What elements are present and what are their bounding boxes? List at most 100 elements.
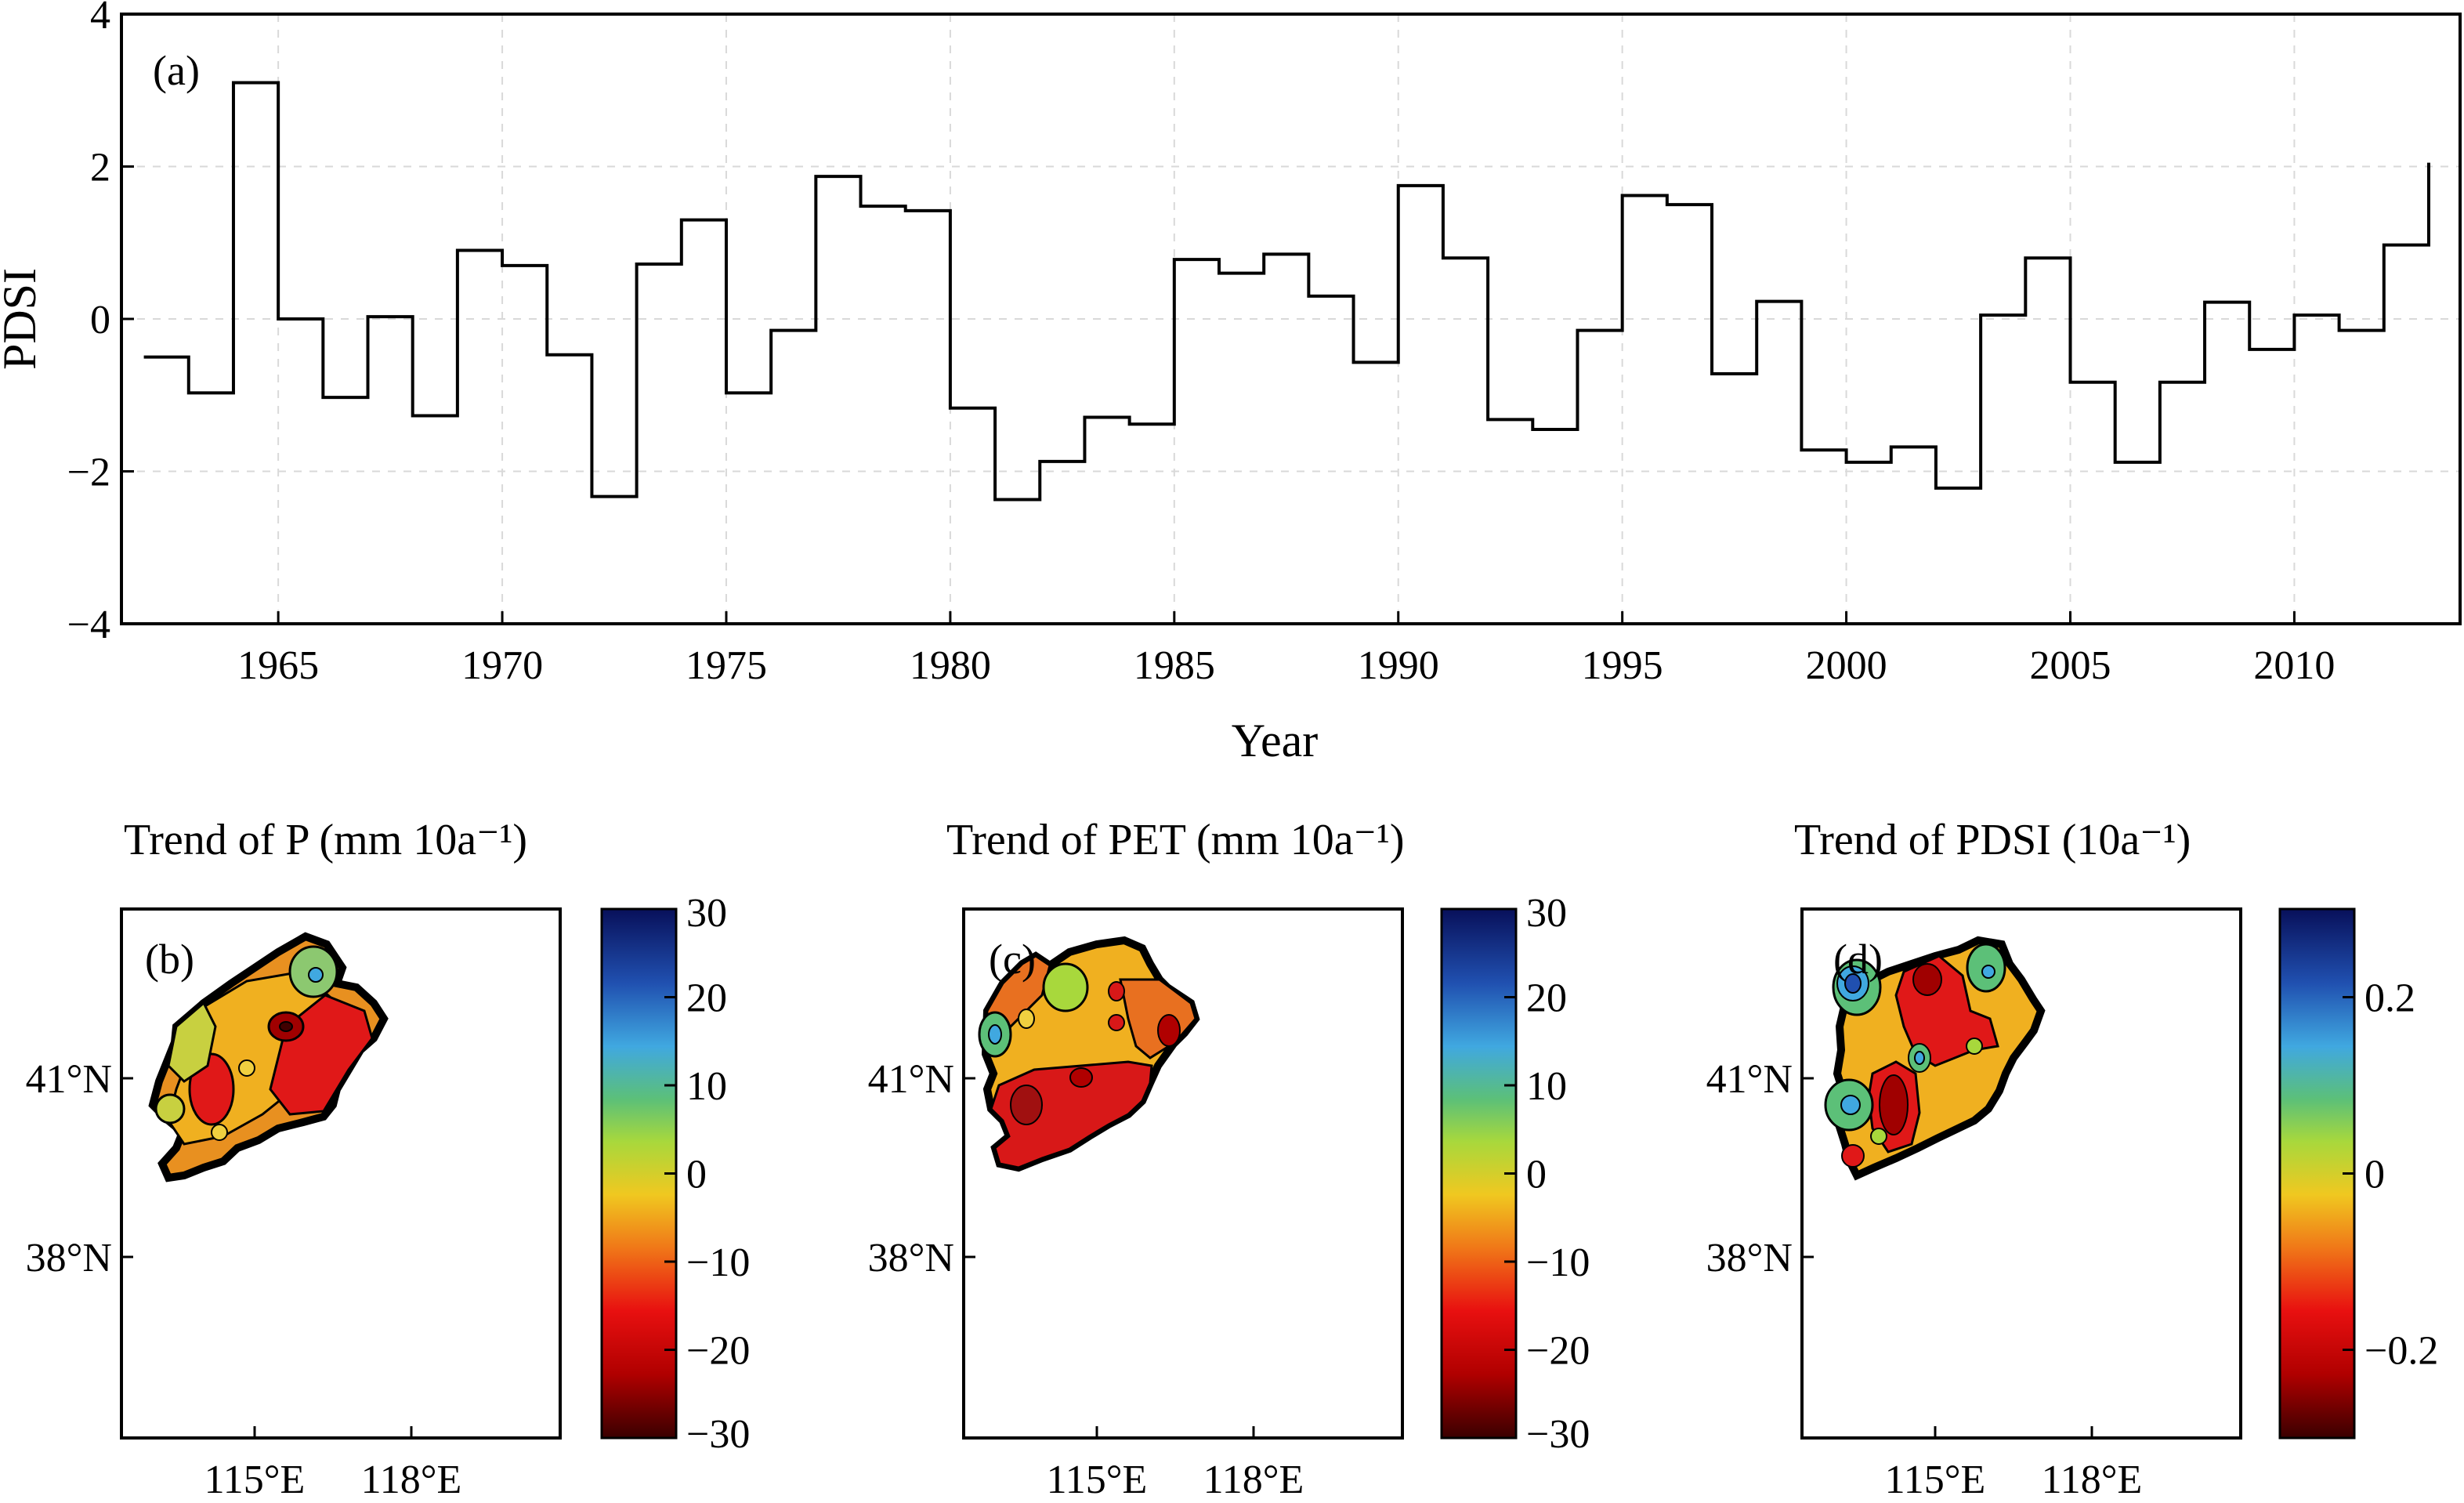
pdsi-trend-map-panel: Trend of PDSI (10a⁻¹) (d) 115°E 118°E 41°… <box>1706 816 2439 1502</box>
map-d-lat-ticks: 41°N 38°N <box>1706 1057 1814 1280</box>
map-b-contour-small <box>238 1059 255 1077</box>
pdsi-x-tick-label: 1985 <box>1134 643 1215 688</box>
colorbar-d <box>2278 907 2356 1440</box>
map-lon-tick-label: 115°E <box>204 1458 306 1499</box>
map-d-contour-north-dark <box>1912 963 1942 996</box>
map-b-contour-core-inner <box>279 1021 293 1032</box>
pet-trend-map-panel: Trend of PET (mm 10a⁻¹) (c) 115°E 118°E 4… <box>868 816 1590 1502</box>
map-c-contour-center-north <box>1042 962 1089 1012</box>
colorbar-tick-label: 0 <box>686 1153 707 1197</box>
colorbar-tick-label: 0 <box>1526 1153 1547 1197</box>
map-b-contour-small-south <box>211 1124 228 1141</box>
colorbar-tick-label: 20 <box>1526 976 1567 1021</box>
map-c-field <box>978 940 1196 1168</box>
map-lat-tick-label: 41°N <box>868 1057 954 1102</box>
map-b-contour-northwest <box>167 1001 217 1083</box>
map-lat-tick-label: 38°N <box>868 1236 954 1280</box>
map-c-contour-dark-center <box>1069 1067 1093 1088</box>
map-b-contour-sw <box>154 1093 186 1125</box>
map-c-contour-west-blue <box>988 1024 1002 1045</box>
pdsi-y-tick-label: −2 <box>67 451 110 495</box>
map-lat-tick-label: 38°N <box>26 1236 112 1280</box>
colorbar-tick-label: −10 <box>686 1240 750 1285</box>
map-d-contour-center-blue <box>1914 1051 1925 1065</box>
colorbar-c <box>1440 907 1518 1440</box>
pdsi-y-ticks: −4 −2 0 2 4 <box>67 0 134 647</box>
panel-label-b: (b) <box>145 936 194 983</box>
colorbar-b-ticks: 30 20 10 0 −10 −20 −30 <box>664 891 750 1457</box>
map-b-contour-north-inner <box>308 967 324 983</box>
colorbar-tick-label: −30 <box>686 1412 750 1457</box>
map-d-contour-south-dark <box>1879 1074 1909 1135</box>
map-d-title: Trend of PDSI (10a⁻¹) <box>1794 816 2191 864</box>
pdsi-plot-frame <box>120 13 2462 625</box>
colorbar-tick-label: 0 <box>2364 1153 2385 1197</box>
map-d-contour-east-green <box>1966 1038 1983 1055</box>
precip-trend-map-panel: Trend of P (mm 10a⁻¹) (b) 115°E 118°E 41°… <box>26 816 751 1502</box>
map-b-field <box>153 936 384 1178</box>
map-d-field <box>1824 940 2041 1175</box>
pdsi-x-tick-label: 2005 <box>2030 643 2111 688</box>
map-b-lon-ticks: 115°E 118°E <box>204 1426 462 1502</box>
map-b-frame <box>120 907 562 1440</box>
map-c-contour-yellow <box>1018 1009 1035 1029</box>
map-lat-tick-label: 41°N <box>1706 1057 1793 1102</box>
map-lat-tick-label: 38°N <box>1706 1236 1793 1280</box>
map-d-contour-sw-red <box>1841 1144 1865 1168</box>
colorbar-tick-label: 30 <box>1526 891 1567 936</box>
map-d-frame <box>1800 907 2242 1440</box>
colorbar-tick-label: 0.2 <box>2364 976 2415 1021</box>
map-d-lon-ticks: 115°E 118°E <box>1885 1426 2143 1502</box>
pdsi-x-tick-label: 2010 <box>2253 643 2335 688</box>
panel-label-c: (c) <box>989 936 1036 983</box>
pdsi-step-line <box>143 81 2430 502</box>
map-lon-tick-label: 118°E <box>1203 1458 1304 1499</box>
map-c-title: Trend of PET (mm 10a⁻¹) <box>946 816 1405 864</box>
map-d-contour-south-green <box>1870 1128 1887 1145</box>
colorbar-tick-label: −20 <box>686 1329 750 1374</box>
map-d-contour-sw-blue <box>1840 1095 1861 1115</box>
map-c-contour-dark-south <box>1010 1085 1043 1125</box>
colorbar-tick-label: 10 <box>686 1064 727 1109</box>
map-lon-tick-label: 118°E <box>361 1458 462 1499</box>
pdsi-time-series-panel: −4 −2 0 2 4 1965 1970 1975 1980 1985 1990 1995 2000… <box>0 0 2462 766</box>
pdsi-y-tick-label: 2 <box>90 146 110 190</box>
pdsi-x-tick-label: 1995 <box>1582 643 1663 688</box>
pdsi-x-tick-label: 2000 <box>1806 643 1887 688</box>
map-c-frame <box>962 907 1404 1440</box>
pdsi-x-tick-label: 1980 <box>910 643 991 688</box>
pdsi-y-tick-label: 4 <box>90 0 110 38</box>
colorbar-tick-label: −30 <box>1526 1412 1590 1457</box>
map-c-contour-red-dot-2 <box>1108 1014 1125 1031</box>
map-lon-tick-label: 115°E <box>1885 1458 1986 1499</box>
map-b-lat-ticks: 41°N 38°N <box>26 1057 133 1280</box>
panel-label-d: (d) <box>1833 936 1883 983</box>
map-lat-tick-label: 41°N <box>26 1057 112 1102</box>
map-c-lat-ticks: 41°N 38°N <box>868 1057 975 1280</box>
map-c-contour-red-dot <box>1108 981 1125 1001</box>
pdsi-x-tick-label: 1965 <box>237 643 319 688</box>
pdsi-y-axis-label: PDSI <box>0 268 45 370</box>
pdsi-x-ticks: 1965 1970 1975 1980 1985 1990 1995 2000 2005 2010 <box>237 611 2335 688</box>
colorbar-tick-label: −10 <box>1526 1240 1590 1285</box>
colorbar-tick-label: −0.2 <box>2364 1329 2438 1374</box>
colorbar-tick-label: −20 <box>1526 1329 1590 1374</box>
map-d-contour-nw-dark-blue <box>1844 973 1862 994</box>
map-c-lon-ticks: 115°E 118°E <box>1047 1426 1304 1502</box>
colorbar-c-ticks: 30 20 10 0 −10 −20 −30 <box>1504 891 1590 1457</box>
pdsi-x-tick-label: 1990 <box>1358 643 1439 688</box>
map-lon-tick-label: 118°E <box>2042 1458 2143 1499</box>
panel-label-a: (a) <box>153 47 200 94</box>
pdsi-x-tick-label: 1970 <box>461 643 543 688</box>
colorbar-tick-label: 20 <box>686 976 727 1021</box>
pdsi-x-tick-label: 1975 <box>686 643 767 688</box>
colorbar-tick-label: 30 <box>686 891 727 936</box>
pdsi-x-axis-label: Year <box>1232 715 1319 766</box>
map-d-contour-ne-blue <box>1981 965 1995 979</box>
pdsi-y-tick-label: 0 <box>90 298 110 342</box>
colorbar-d-ticks: 0.2 0 −0.2 <box>2343 976 2438 1374</box>
colorbar-tick-label: 10 <box>1526 1064 1567 1109</box>
pdsi-gridlines <box>121 14 2460 624</box>
map-b-title: Trend of P (mm 10a⁻¹) <box>124 816 527 864</box>
